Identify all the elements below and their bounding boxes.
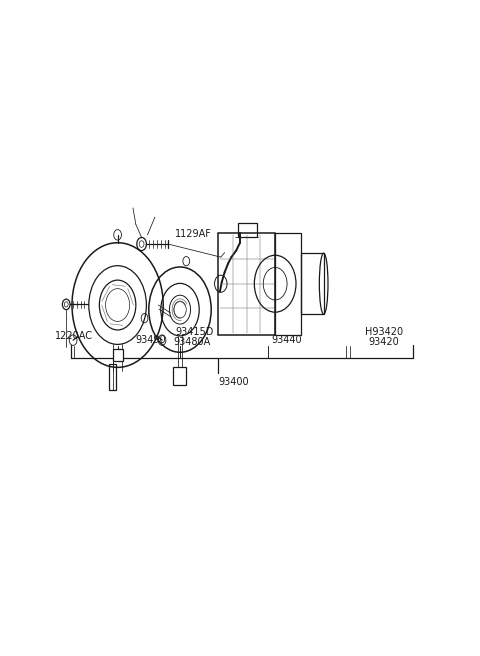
Bar (218, 233, 275, 335)
Bar (109, 364, 116, 390)
Text: 93440: 93440 (271, 335, 302, 345)
Text: 93480A: 93480A (174, 337, 211, 348)
Bar (275, 233, 301, 335)
Text: 93420: 93420 (369, 337, 399, 348)
Text: H93420: H93420 (365, 327, 403, 337)
Text: 1129AF: 1129AF (175, 230, 212, 239)
Text: 93490: 93490 (135, 335, 166, 345)
Bar (173, 367, 186, 385)
Bar (238, 223, 257, 237)
Bar (301, 253, 324, 314)
Text: 93415D: 93415D (176, 327, 214, 337)
Bar (113, 349, 123, 361)
Text: 1220AC: 1220AC (55, 331, 93, 341)
Text: 93400: 93400 (218, 377, 249, 387)
